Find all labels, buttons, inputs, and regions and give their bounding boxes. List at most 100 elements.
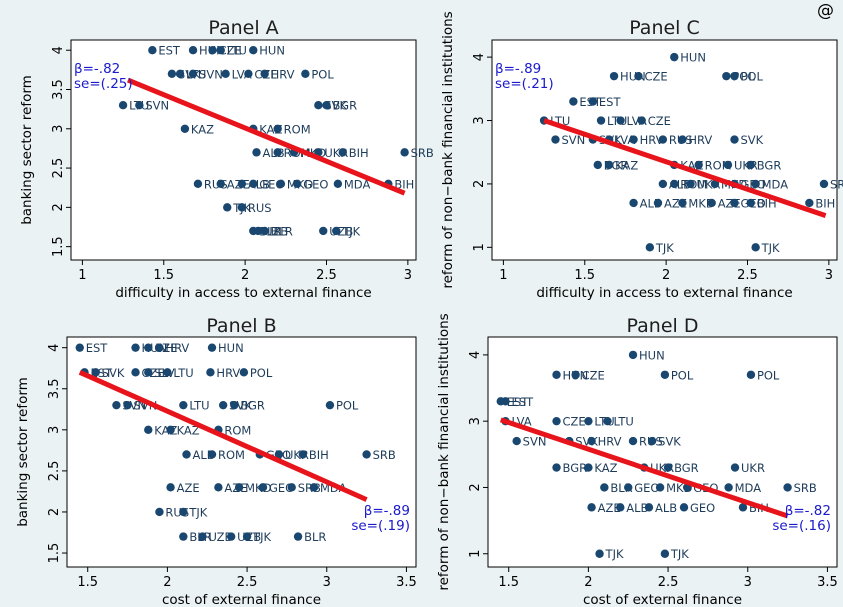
fit-line (499, 417, 789, 519)
data-point (208, 46, 217, 55)
x-tick-label: 3 (323, 575, 331, 590)
data-point-label: AZE (598, 501, 621, 515)
data-point (678, 135, 687, 144)
x-tick-label: 3.5 (396, 575, 417, 590)
data-point-label: MDA (735, 481, 762, 495)
data-point (634, 71, 643, 81)
x-tick-label: 2 (241, 268, 249, 283)
data-point (226, 532, 236, 541)
data-point-label: ROM (218, 448, 245, 462)
data-point (512, 436, 521, 446)
data-point (588, 97, 598, 106)
fit-line (127, 77, 406, 196)
data-point-label: BGR (240, 399, 265, 413)
y-tick-label: 2.5 (47, 461, 62, 482)
data-point (658, 135, 668, 144)
data-point-label: GEO (303, 177, 328, 191)
data-point (584, 463, 593, 472)
data-point-label: POL (671, 368, 694, 382)
data-point (616, 503, 625, 512)
y-axis-title: reform of non−bank financial institution… (440, 11, 456, 288)
y-tick-label: 2 (468, 483, 483, 491)
plot-area (70, 39, 417, 261)
data-point-label: KAZ (177, 423, 200, 437)
data-point (155, 343, 164, 352)
se-annotation: se=(.19) (351, 518, 410, 534)
data-point (584, 416, 593, 426)
data-point (710, 179, 720, 189)
data-point-label: HUN (680, 51, 706, 65)
data-point (166, 483, 175, 492)
panel-title: Panel C (629, 17, 700, 39)
data-point (738, 503, 748, 512)
data-point (600, 483, 609, 492)
data-point (629, 198, 638, 208)
data-point-label: HRV (216, 366, 240, 380)
data-point (216, 46, 225, 55)
data-point-label: BIH (309, 448, 329, 462)
data-point (163, 368, 172, 377)
data-point (552, 416, 561, 426)
data-point (144, 368, 153, 377)
panel-title: Panel D (627, 315, 699, 337)
data-point (624, 483, 633, 492)
data-point (91, 368, 100, 377)
data-point (144, 425, 153, 435)
y-tick-label: 1.5 (51, 236, 66, 257)
beta-annotation: β=-.89 (495, 61, 541, 77)
data-point (694, 160, 703, 170)
data-point (552, 370, 561, 379)
data-point-label: CZE (563, 415, 586, 429)
data-point (260, 226, 269, 236)
data-point-label: BGR (563, 461, 588, 475)
data-point (244, 69, 253, 78)
data-point-label: MDA (762, 177, 789, 191)
data-point-label: HUN (639, 348, 665, 362)
data-point-label: GEO (269, 481, 294, 495)
y-tick-label: 1 (472, 243, 487, 251)
data-point-label: RUS (248, 201, 272, 215)
data-point-label: LTU (189, 399, 209, 413)
data-point (155, 507, 164, 517)
y-tick-label: 2 (51, 203, 66, 211)
data-point-label: HRV (598, 435, 622, 449)
data-point-label: KAZ (594, 461, 617, 475)
data-point (273, 148, 282, 157)
x-tick-label: 1.5 (574, 268, 595, 283)
data-point (198, 532, 207, 541)
data-point (179, 532, 188, 541)
se-annotation: se=(.21) (495, 76, 554, 92)
y-tick-label: 4 (472, 53, 487, 61)
data-point-label: MDA (344, 177, 371, 191)
data-point-label: TJK (605, 547, 624, 561)
data-point (179, 507, 188, 517)
data-point-label: LTU (614, 415, 634, 429)
fit-line (78, 370, 368, 502)
data-point (293, 179, 302, 188)
y-tick-label: 3 (47, 426, 62, 434)
y-tick-label: 3.5 (51, 79, 66, 100)
data-point (258, 483, 268, 492)
data-point-label: POL (732, 70, 755, 84)
data-point-label: SRB (830, 177, 843, 191)
data-point (647, 436, 657, 446)
data-point (663, 463, 673, 472)
data-point-label: CZE (648, 114, 671, 128)
x-tick-label: 2.5 (237, 575, 258, 590)
x-tick-label: 3 (404, 268, 412, 283)
data-point (242, 532, 252, 541)
data-point-label: POL (740, 70, 763, 84)
data-point (660, 549, 670, 558)
data-point-label: EST (86, 341, 109, 355)
data-point-label: HRV (688, 133, 712, 147)
data-point (234, 483, 244, 492)
data-point (670, 52, 679, 62)
data-point (260, 69, 269, 78)
data-point (724, 483, 733, 492)
data-point-label: HUN (259, 44, 285, 58)
data-point (309, 483, 319, 492)
data-point (207, 450, 217, 459)
data-point (325, 400, 335, 410)
data-point (221, 69, 230, 78)
